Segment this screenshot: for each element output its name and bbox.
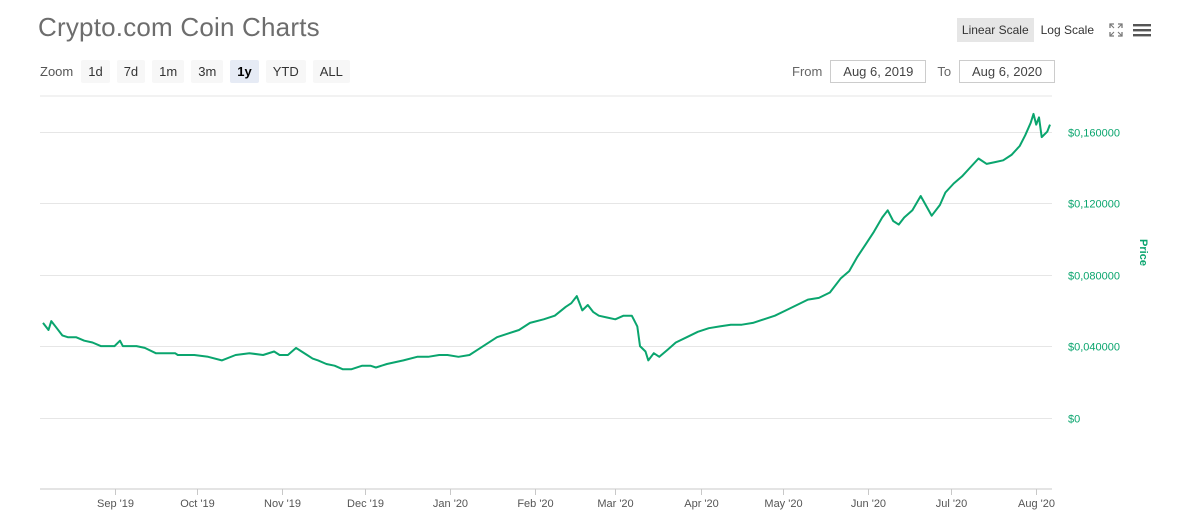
y-axis-title: Price — [1137, 239, 1149, 266]
zoom-bar: Zoom 1d 7d 1m 3m 1y YTD ALL — [40, 60, 357, 83]
y-axis-ticks: $0 $0,040000 $0,080000 $0,120000 $0,160000 — [1068, 128, 1120, 426]
zoom-button-3m[interactable]: 3m — [191, 60, 224, 83]
menu-icon[interactable] — [1133, 23, 1151, 37]
page-title: Crypto.com Coin Charts — [38, 12, 320, 42]
grid-lines — [40, 132, 1052, 419]
linear-scale-button[interactable]: Linear Scale — [956, 18, 1034, 42]
from-label: From — [792, 64, 823, 79]
x-tick-label: Oct '19 — [180, 498, 215, 510]
x-tick-label: Mar '20 — [597, 498, 633, 510]
zoom-button-all[interactable]: ALL — [312, 60, 350, 83]
x-tick-label: Aug '20 — [1018, 498, 1055, 510]
zoom-button-ytd[interactable]: YTD — [265, 60, 306, 83]
chart-toolbar: Linear Scale Log Scale — [955, 18, 1151, 42]
x-tick-label: Apr '20 — [684, 498, 719, 510]
y-tick-label: $0,160000 — [1068, 128, 1120, 140]
x-axis-ticks: Sep '19 Oct '19 Nov '19 Dec '19 Jan '20 Feb '… — [97, 489, 1055, 510]
zoom-button-1d[interactable]: 1d — [81, 60, 110, 83]
y-tick-label: $0,120000 — [1068, 199, 1120, 211]
date-range: From To — [792, 60, 1056, 83]
y-tick-label: $0,040000 — [1068, 342, 1120, 354]
x-tick-label: May '20 — [764, 498, 802, 510]
y-tick-label: $0 — [1068, 414, 1080, 426]
x-tick-label: Jan '20 — [433, 498, 468, 510]
zoom-button-7d[interactable]: 7d — [116, 60, 146, 83]
log-scale-button[interactable]: Log Scale — [1035, 18, 1099, 42]
zoom-button-1m[interactable]: 1m — [152, 60, 185, 83]
y-tick-label: $0,080000 — [1068, 271, 1120, 283]
x-tick-label: Jun '20 — [851, 498, 886, 510]
x-tick-label: Feb '20 — [517, 498, 553, 510]
fullscreen-icon[interactable] — [1109, 23, 1123, 37]
x-tick-label: Nov '19 — [264, 498, 301, 510]
x-tick-label: Jul '20 — [936, 498, 967, 510]
x-tick-label: Dec '19 — [347, 498, 384, 510]
zoom-button-1y[interactable]: 1y — [230, 60, 259, 83]
price-line — [42, 112, 1051, 371]
x-tick-label: Sep '19 — [97, 498, 134, 510]
to-label: To — [937, 64, 952, 79]
from-date-input[interactable] — [830, 60, 927, 83]
zoom-label: Zoom — [40, 64, 74, 79]
to-date-input[interactable] — [959, 60, 1056, 83]
